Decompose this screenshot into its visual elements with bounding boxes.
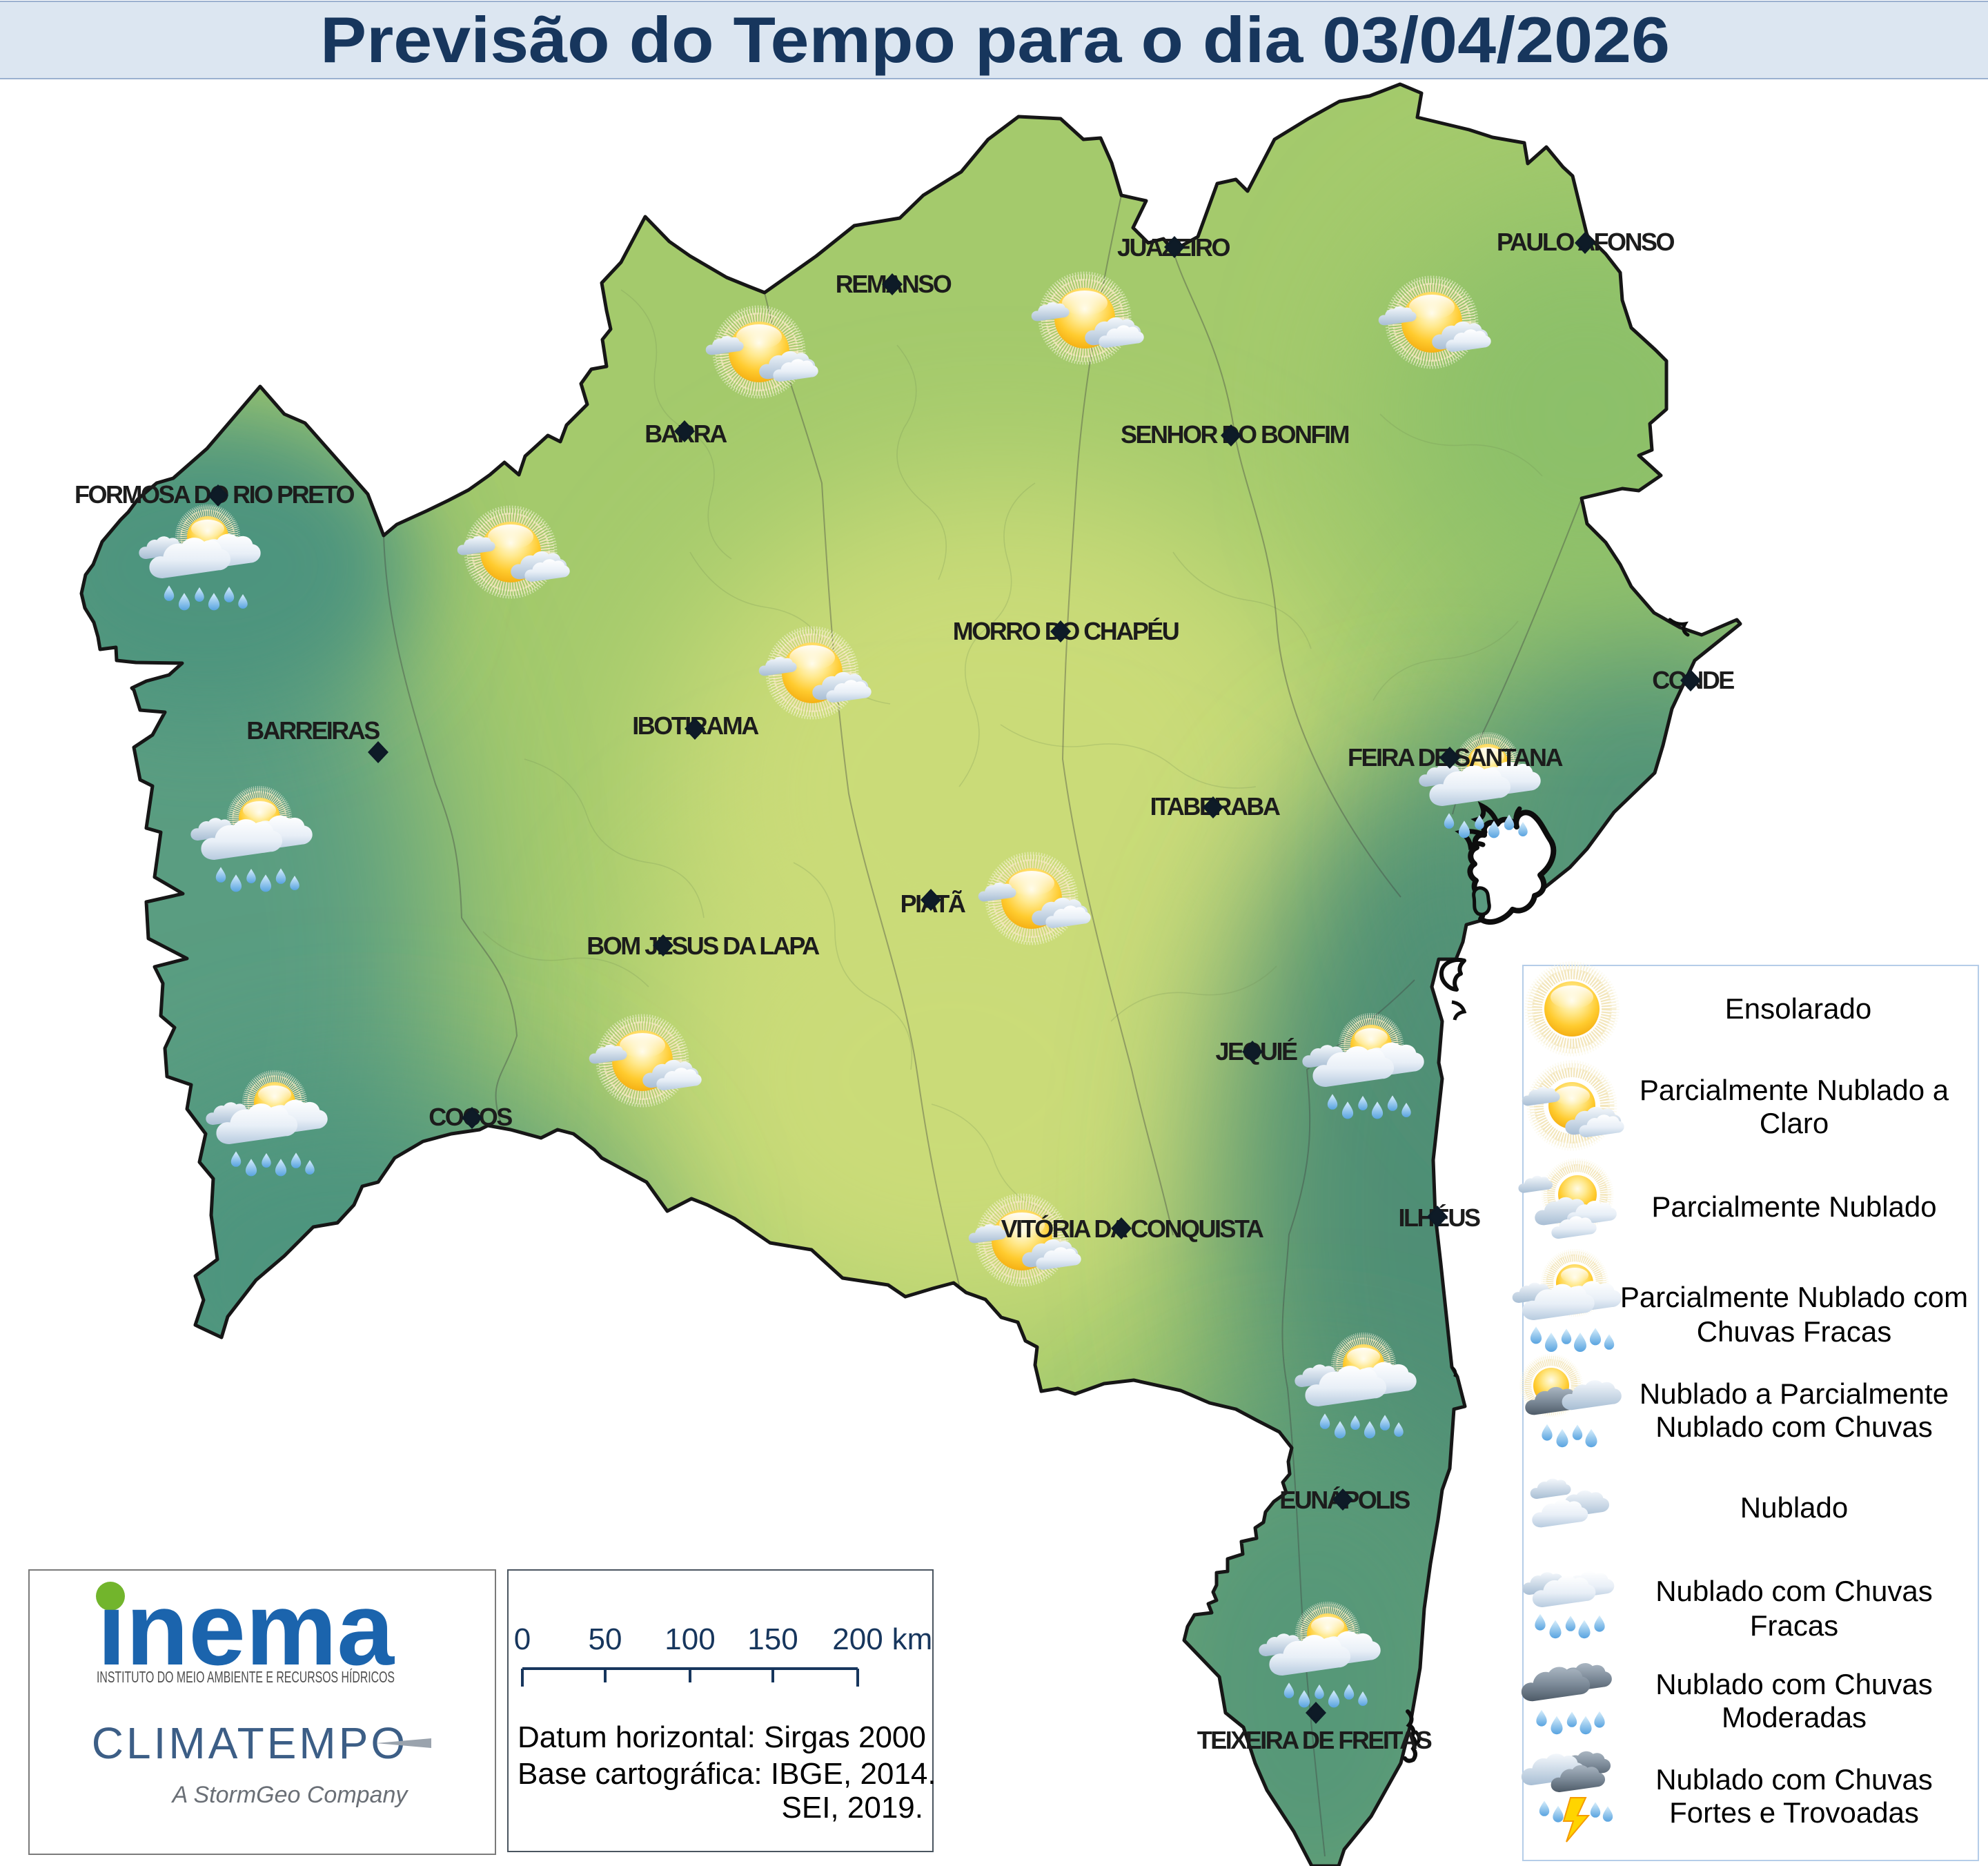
svg-text:BARREIRAS: BARREIRAS: [246, 716, 380, 745]
svg-text:Claro: Claro: [1760, 1107, 1829, 1139]
svg-text:150: 150: [747, 1622, 798, 1656]
svg-text:100: 100: [665, 1622, 715, 1656]
svg-text:Datum horizontal: Sirgas 2000: Datum horizontal: Sirgas 2000: [518, 1720, 926, 1754]
svg-text:A StormGeo Company: A StormGeo Company: [171, 1782, 409, 1808]
svg-text:TEIXEIRA DE FREITAS: TEIXEIRA DE FREITAS: [1197, 1726, 1432, 1754]
svg-text:0: 0: [514, 1622, 531, 1656]
svg-text:Nublado: Nublado: [1740, 1491, 1848, 1524]
svg-text:200: 200: [832, 1622, 883, 1656]
svg-text:50: 50: [589, 1622, 622, 1656]
svg-text:SEI, 2019.: SEI, 2019.: [782, 1791, 923, 1825]
svg-text:INSTITUTO DO MEIO AMBIENTE E R: INSTITUTO DO MEIO AMBIENTE E RECURSOS HÍ…: [97, 1668, 395, 1686]
svg-text:Moderadas: Moderadas: [1722, 1701, 1867, 1734]
svg-text:Nublado a Parcialmente: Nublado a Parcialmente: [1640, 1377, 1949, 1410]
svg-text:Nublado com Chuvas: Nublado com Chuvas: [1655, 1411, 1933, 1443]
svg-text:Nublado com Chuvas: Nublado com Chuvas: [1655, 1763, 1933, 1796]
svg-text:BOM JESUS DA LAPA: BOM JESUS DA LAPA: [587, 932, 820, 960]
svg-text:CLIMATEMPO: CLIMATEMPO: [92, 1718, 408, 1768]
svg-text:ınema: ınema: [97, 1571, 395, 1687]
svg-text:Parcialmente Nublado com: Parcialmente Nublado com: [1620, 1281, 1968, 1313]
svg-text:VITÓRIA DA CONQUISTA: VITÓRIA DA CONQUISTA: [1001, 1214, 1264, 1243]
svg-text:Base cartográfica: IBGE, 2014.: Base cartográfica: IBGE, 2014.: [518, 1757, 936, 1791]
svg-text:Fortes e Trovoadas: Fortes e Trovoadas: [1669, 1796, 1919, 1829]
svg-text:Parcialmente Nublado: Parcialmente Nublado: [1651, 1190, 1936, 1223]
svg-text:km: km: [892, 1622, 933, 1656]
svg-text:Parcialmente Nublado a: Parcialmente Nublado a: [1640, 1074, 1949, 1106]
svg-text:Fracas: Fracas: [1750, 1609, 1838, 1642]
svg-text:Ensolarado: Ensolarado: [1725, 992, 1871, 1025]
svg-text:Nublado com Chuvas: Nublado com Chuvas: [1655, 1668, 1933, 1700]
svg-text:Nublado com Chuvas: Nublado com Chuvas: [1655, 1575, 1933, 1607]
svg-text:Chuvas Fracas: Chuvas Fracas: [1697, 1315, 1891, 1348]
svg-text:Previsão do Tempo para o dia 0: Previsão do Tempo para o dia 03/04/2026: [320, 3, 1670, 76]
